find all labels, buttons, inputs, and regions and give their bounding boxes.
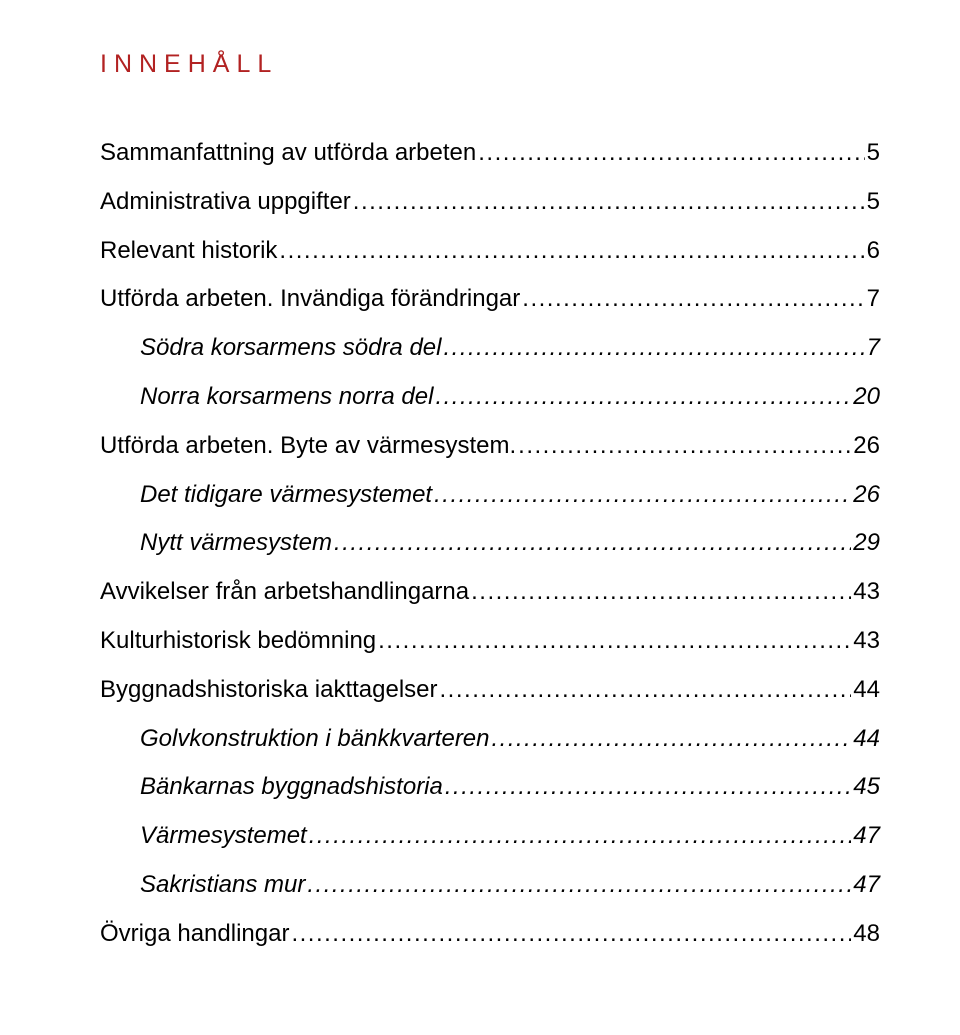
toc-entry-label: Det tidigare värmesystemet xyxy=(100,481,432,510)
toc-entry-label: Sammanfattning av utförda arbeten xyxy=(100,139,476,168)
toc-entry-page: 6 xyxy=(867,237,880,266)
toc-entry-page: 45 xyxy=(853,773,880,802)
toc-leader-dots xyxy=(443,334,864,363)
toc-entry: Avvikelser från arbetshandlingarna 43 xyxy=(100,578,880,607)
toc-entry-label: Golvkonstruktion i bänkkvarteren xyxy=(100,725,490,754)
toc-entry: Sammanfattning av utförda arbeten 5 xyxy=(100,139,880,168)
toc-entry: Södra korsarmens södra del 7 xyxy=(100,334,880,363)
toc-page: INNEHÅLL Sammanfattning av utförda arbet… xyxy=(0,0,960,949)
toc-entry: Det tidigare värmesystemet 26 xyxy=(100,481,880,510)
toc-entry-page: 7 xyxy=(867,334,880,363)
toc-entry: Byggnadshistoriska iakttagelser 44 xyxy=(100,676,880,705)
toc-entry: Kulturhistorisk bedömning 43 xyxy=(100,627,880,656)
toc-entry-label: Övriga handlingar xyxy=(100,920,289,949)
toc-entry: Övriga handlingar 48 xyxy=(100,920,880,949)
toc-leader-dots xyxy=(291,920,851,949)
toc-leader-dots xyxy=(522,285,864,314)
toc-leader-dots xyxy=(445,773,851,802)
toc-entry-page: 5 xyxy=(867,188,880,217)
toc-entry-page: 48 xyxy=(853,920,880,949)
toc-entry-page: 20 xyxy=(853,383,880,412)
toc-entry: Sakristians mur 47 xyxy=(100,871,880,900)
toc-entry-page: 7 xyxy=(867,285,880,314)
toc-leader-dots xyxy=(434,481,851,510)
toc-entry-label: Byggnadshistoriska iakttagelser xyxy=(100,676,438,705)
toc-entry: Nytt värmesystem 29 xyxy=(100,529,880,558)
toc-entry-page: 44 xyxy=(853,725,880,754)
toc-entry: Administrativa uppgifter 5 xyxy=(100,188,880,217)
toc-entry: Bänkarnas byggnadshistoria 45 xyxy=(100,773,880,802)
toc-leader-dots xyxy=(309,822,852,851)
toc-leader-dots xyxy=(378,627,851,656)
toc-leader-dots xyxy=(353,188,865,217)
toc-entry-label: Relevant historik xyxy=(100,237,277,266)
toc-entry-page: 29 xyxy=(853,529,880,558)
toc-entry-label: Sakristians mur xyxy=(100,871,305,900)
toc-leader-dots xyxy=(279,237,864,266)
toc-entry-page: 47 xyxy=(853,871,880,900)
toc-entry-page: 47 xyxy=(853,822,880,851)
toc-leader-dots xyxy=(471,578,851,607)
toc-entry: Norra korsarmens norra del 20 xyxy=(100,383,880,412)
toc-entry: Utförda arbeten. Byte av värmesystem. 26 xyxy=(100,432,880,461)
toc-list: Sammanfattning av utförda arbeten5Admini… xyxy=(100,139,880,949)
toc-entry-label: Värmesystemet xyxy=(100,822,307,851)
toc-entry-label: Administrativa uppgifter xyxy=(100,188,351,217)
page-title: INNEHÅLL xyxy=(100,50,880,79)
toc-entry: Utförda arbeten. Invändiga förändringar 7 xyxy=(100,285,880,314)
toc-entry: Relevant historik 6 xyxy=(100,237,880,266)
toc-entry-page: 5 xyxy=(867,139,880,168)
toc-entry: Värmesystemet 47 xyxy=(100,822,880,851)
toc-entry-label: Nytt värmesystem xyxy=(100,529,332,558)
toc-leader-dots xyxy=(518,432,851,461)
toc-entry-label: Avvikelser från arbetshandlingarna xyxy=(100,578,469,607)
toc-leader-dots xyxy=(334,529,851,558)
toc-entry-label: Bänkarnas byggnadshistoria xyxy=(100,773,443,802)
toc-entry-page: 26 xyxy=(853,432,880,461)
toc-leader-dots xyxy=(435,383,851,412)
toc-entry-label: Utförda arbeten. Invändiga förändringar xyxy=(100,285,520,314)
toc-entry: Golvkonstruktion i bänkkvarteren 44 xyxy=(100,725,880,754)
toc-leader-dots xyxy=(440,676,852,705)
toc-entry-label: Södra korsarmens södra del xyxy=(100,334,441,363)
toc-entry-page: 43 xyxy=(853,578,880,607)
toc-entry-label: Norra korsarmens norra del xyxy=(100,383,433,412)
toc-leader-dots xyxy=(478,139,864,168)
toc-entry-page: 43 xyxy=(853,627,880,656)
toc-entry-page: 44 xyxy=(853,676,880,705)
toc-entry-label: Kulturhistorisk bedömning xyxy=(100,627,376,656)
toc-leader-dots xyxy=(492,725,852,754)
toc-entry-label: Utförda arbeten. Byte av värmesystem. xyxy=(100,432,516,461)
toc-leader-dots xyxy=(307,871,851,900)
toc-entry-page: 26 xyxy=(853,481,880,510)
